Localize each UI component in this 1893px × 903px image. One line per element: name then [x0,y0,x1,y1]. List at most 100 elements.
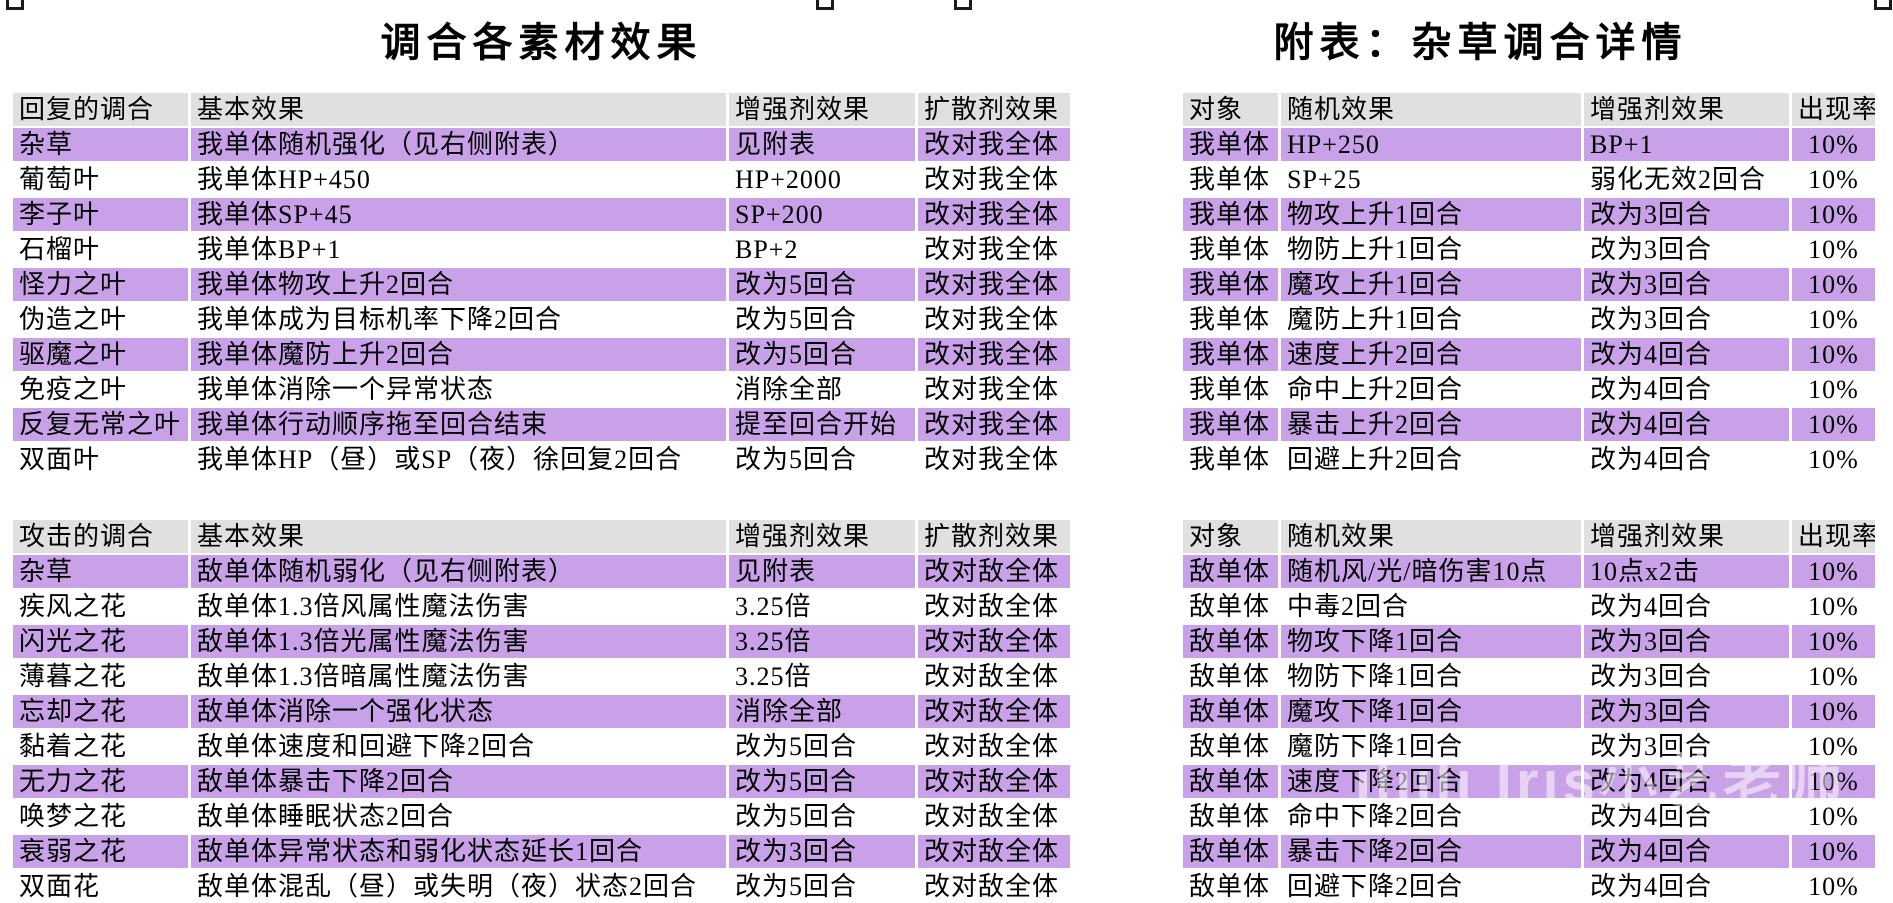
left-section-title: 调合各素材效果 [380,20,703,65]
table-row: 忘却之花 敌单体消除一个强化状态 消除全部 改对敌全体 [13,695,1070,728]
table-cell: 中毒2回合 [1281,590,1581,623]
table-cell: 我单体 [1183,373,1278,406]
table-row: 薄暮之花 敌单体1.3倍暗属性魔法伤害 3.25倍 改对敌全体 [13,660,1070,693]
table-row: 葡萄叶 我单体HP+450 HP+2000 改对我全体 [13,163,1070,196]
table-row: 敌单体 魔防下降1回合 改为3回合 10% [1183,730,1875,763]
table-cell: 3.25倍 [729,625,915,658]
header-row: 回复的调合 基本效果 增强剂效果 扩散剂效果 [13,93,1070,126]
table-cell: 10% [1792,555,1875,588]
table-cell: 10% [1792,660,1875,693]
table-row: 伪造之叶 我单体成为目标机率下降2回合 改为5回合 改对我全体 [13,303,1070,336]
table-cell: 10% [1792,800,1875,833]
table-cell: 10% [1792,835,1875,868]
table-cell: 忘却之花 [13,695,188,728]
table-cell: 我单体 [1183,163,1278,196]
table-cell: 见附表 [729,128,915,161]
table-row: 敌单体 速度下降2回合 改为4回合 10% [1183,765,1875,798]
table-cell: 石榴叶 [13,233,188,266]
column-header: 增强剂效果 [1584,520,1789,553]
attack-mixture-table: 攻击的调合 基本效果 增强剂效果 扩散剂效果 杂草 敌单体随机弱化（见右侧附表） 见附表 改对… [10,518,1073,903]
table-cell: 敌单体睡眠状态2回合 [191,800,726,833]
table-cell: 我单体 [1183,268,1278,301]
table-cell: 疾风之花 [13,590,188,623]
table-row: 敌单体 命中下降2回合 改为4回合 10% [1183,800,1875,833]
table-cell: 改为4回合 [1584,765,1789,798]
table-cell: BP+2 [729,233,915,266]
table-cell: 我单体 [1183,338,1278,371]
table-cell: SP+200 [729,198,915,231]
table-row: 我单体 暴击上升2回合 改为4回合 10% [1183,408,1875,441]
table-row: 敌单体 魔攻下降1回合 改为3回合 10% [1183,695,1875,728]
table-cell: 敌单体随机弱化（见右侧附表） [191,555,726,588]
table-row: 免疫之叶 我单体消除一个异常状态 消除全部 改对我全体 [13,373,1070,406]
table-cell: 暴击下降2回合 [1281,835,1581,868]
table-row: 我单体 HP+250 BP+1 10% [1183,128,1875,161]
table-cell: 改为3回合 [1584,268,1789,301]
cropped-glyph-artifact [954,0,972,10]
table-cell: 改为5回合 [729,800,915,833]
table-row: 驱魔之叶 我单体魔防上升2回合 改为5回合 改对我全体 [13,338,1070,371]
table-row: 黏着之花 敌单体速度和回避下降2回合 改为5回合 改对敌全体 [13,730,1070,763]
table-cell: 我单体成为目标机率下降2回合 [191,303,726,336]
cropped-glyph-artifact [6,0,24,10]
table-cell: 改为3回合 [1584,625,1789,658]
column-header: 扩散剂效果 [918,520,1070,553]
column-header: 出现率 [1792,520,1875,553]
table-cell: 免疫之叶 [13,373,188,406]
table-cell: 改对我全体 [918,443,1070,476]
table-cell: 闪光之花 [13,625,188,658]
table-cell: 我单体消除一个异常状态 [191,373,726,406]
header-row: 对象 随机效果 增强剂效果 出现率 [1183,93,1875,126]
table-cell: 10% [1792,233,1875,266]
table-cell: 物攻上升1回合 [1281,198,1581,231]
table-cell: 改对我全体 [918,233,1070,266]
table-cell: 改为5回合 [729,268,915,301]
table-cell: 我单体 [1183,233,1278,266]
table-cell: 驱魔之叶 [13,338,188,371]
table-cell: 改为5回合 [729,765,915,798]
table-cell: 无力之花 [13,765,188,798]
table-cell: 唤梦之花 [13,800,188,833]
column-header: 基本效果 [191,520,726,553]
table-row: 敌单体 物防下降1回合 改为3回合 10% [1183,660,1875,693]
table-cell: 改对敌全体 [918,800,1070,833]
table-cell: BP+1 [1584,128,1789,161]
table-row: 杂草 敌单体随机弱化（见右侧附表） 见附表 改对敌全体 [13,555,1070,588]
column-header: 增强剂效果 [729,93,915,126]
table-cell: 敌单体 [1183,590,1278,623]
table-row: 杂草 我单体随机强化（见右侧附表） 见附表 改对我全体 [13,128,1070,161]
table-cell: 改对我全体 [918,303,1070,336]
table-cell: 10% [1792,163,1875,196]
table-cell: 改对我全体 [918,268,1070,301]
table-cell: 改为4回合 [1584,870,1789,903]
table-cell: 杂草 [13,128,188,161]
table-row: 怪力之叶 我单体物攻上升2回合 改为5回合 改对我全体 [13,268,1070,301]
weed-detail-enemy-table: 对象 随机效果 增强剂效果 出现率 敌单体 随机风/光/暗伤害10点 10点x2击 10% 敌单… [1180,518,1878,903]
table-cell: 速度上升2回合 [1281,338,1581,371]
table-cell: 改对敌全体 [918,765,1070,798]
table-row: 无力之花 敌单体暴击下降2回合 改为5回合 改对敌全体 [13,765,1070,798]
table-cell: 改对我全体 [918,128,1070,161]
table-cell: 我单体 [1183,443,1278,476]
table-cell: 改为4回合 [1584,835,1789,868]
column-header: 对象 [1183,93,1278,126]
table-cell: 李子叶 [13,198,188,231]
table-cell: 速度下降2回合 [1281,765,1581,798]
cropped-glyph-artifact [1874,0,1892,10]
table-cell: 我单体魔防上升2回合 [191,338,726,371]
table-cell: 黏着之花 [13,730,188,763]
table-row: 李子叶 我单体SP+45 SP+200 改对我全体 [13,198,1070,231]
table-cell: 薄暮之花 [13,660,188,693]
table-cell: 改为3回合 [1584,660,1789,693]
table-cell: 改为5回合 [729,443,915,476]
table-cell: 敌单体1.3倍光属性魔法伤害 [191,625,726,658]
table-row: 敌单体 暴击下降2回合 改为4回合 10% [1183,835,1875,868]
table-cell: 我单体 [1183,303,1278,336]
table-cell: 葡萄叶 [13,163,188,196]
table-cell: 改对我全体 [918,373,1070,406]
table-row: 敌单体 中毒2回合 改为4回合 10% [1183,590,1875,623]
column-header: 回复的调合 [13,93,188,126]
table-row: 疾风之花 敌单体1.3倍风属性魔法伤害 3.25倍 改对敌全体 [13,590,1070,623]
table-cell: 物防下降1回合 [1281,660,1581,693]
table-cell: 伪造之叶 [13,303,188,336]
